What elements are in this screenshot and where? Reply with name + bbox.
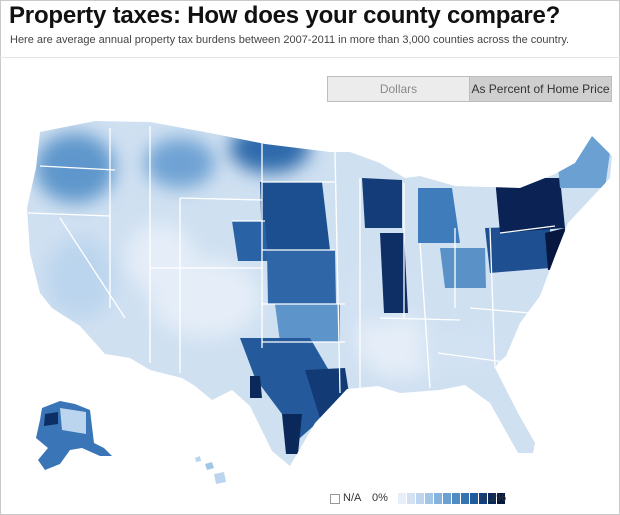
legend-swatch-11 bbox=[488, 493, 496, 504]
legend-swatch-2 bbox=[407, 493, 415, 504]
dollars-button[interactable]: Dollars bbox=[327, 76, 470, 102]
legend-min-label: 0% bbox=[372, 492, 388, 504]
legend-swatch-7 bbox=[452, 493, 460, 504]
legend-swatch-10 bbox=[479, 493, 487, 504]
legend-swatch-3 bbox=[416, 493, 424, 504]
legend-color-scale bbox=[398, 493, 506, 504]
legend-swatch-9 bbox=[470, 493, 478, 504]
metric-toggle: Dollars As Percent of Home Price bbox=[327, 76, 612, 102]
county-shading bbox=[35, 123, 612, 454]
legend-swatch-4 bbox=[425, 493, 433, 504]
legend-swatch-5 bbox=[434, 493, 442, 504]
legend-swatch-12 bbox=[497, 493, 505, 504]
legend-na-label: N/A bbox=[343, 492, 362, 504]
page-title: Property taxes: How does your county com… bbox=[9, 2, 561, 29]
county-choropleth-map[interactable] bbox=[0, 108, 620, 488]
alaska bbox=[36, 401, 112, 470]
header-divider bbox=[0, 57, 620, 58]
legend-swatch-1 bbox=[398, 493, 406, 504]
percent-of-home-price-button[interactable]: As Percent of Home Price bbox=[470, 76, 612, 102]
page-subtitle: Here are average annual property tax bur… bbox=[10, 34, 570, 46]
legend-max-label: 4.2% bbox=[481, 492, 507, 504]
hawaii bbox=[195, 456, 226, 484]
na-swatch bbox=[330, 494, 340, 504]
legend-swatch-8 bbox=[461, 493, 469, 504]
legend-swatch-6 bbox=[443, 493, 451, 504]
state-borders bbox=[27, 126, 556, 394]
